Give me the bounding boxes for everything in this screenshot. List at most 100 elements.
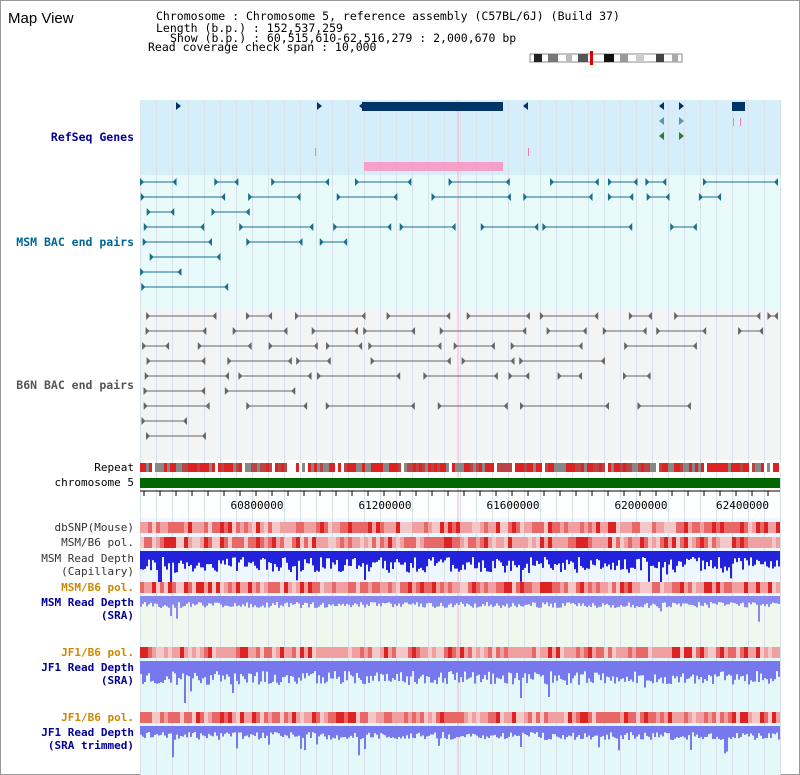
chromosome-bar[interactable] [140,478,780,488]
depth-bar [326,661,328,682]
heat-cell [392,582,396,593]
msm-depth-sra-track[interactable] [140,596,780,622]
depth-bar [506,661,508,684]
heat-cell [640,522,644,533]
depth-bar [754,726,756,740]
jf1-b6-pol-heat-strip-2[interactable] [140,712,780,723]
heat-cell [560,522,564,533]
bac-end-arrow [298,238,303,246]
depth-bar [490,726,492,736]
heat-cell [328,712,332,723]
depth-bar [766,551,768,567]
msm-bac-end-pairs[interactable] [140,178,778,291]
depth-bar [274,596,276,606]
jf1-b6-pol-heat-strip[interactable] [140,647,780,658]
repeat-segment [596,463,599,472]
jf1-depth-sra-track[interactable] [140,661,780,704]
heat-cell [700,537,704,548]
depth-bar [284,661,286,677]
depth-bar [366,596,368,605]
heat-cell [580,582,584,593]
depth-bar [244,726,246,737]
depth-bar [344,726,346,738]
msm-b6-pol-heat-strip-2[interactable] [140,582,780,593]
depth-bar [624,726,626,735]
depth-bar [232,726,234,733]
depth-bar [364,596,366,608]
depth-bar [394,551,396,563]
depth-bar [374,661,376,676]
depth-bar [752,596,754,603]
heat-cell [664,647,668,658]
depth-bar [222,661,224,676]
heat-cell [356,712,360,723]
heat-cell [264,537,268,548]
heat-cell [468,537,472,548]
depth-bar [202,661,204,679]
heat-cell [188,537,192,548]
heat-cell [440,647,444,658]
bac-end-arrow [628,223,633,231]
heat-cell [544,712,548,723]
heat-cell [412,522,416,533]
heat-cell [440,522,444,533]
heat-cell [304,582,308,593]
depth-bar [358,661,360,678]
heat-cell [736,522,740,533]
refseq-genes[interactable] [176,102,745,171]
heat-cell [244,647,248,658]
depth-bar [436,551,438,564]
repeat-segment [329,463,332,472]
bac-end-arrow [143,402,148,410]
chromosome-ideogram[interactable] [529,51,683,65]
depth-bar [456,551,458,569]
dbsnp-heat-strip[interactable] [140,522,780,533]
depth-bar [722,596,724,603]
depth-bar [198,551,200,563]
heat-cell [624,522,628,533]
repeat-segment [224,463,227,472]
depth-bar [196,661,198,676]
heat-cell [308,712,312,723]
repeat-segment [611,463,614,472]
depth-bar [524,596,526,606]
depth-bar [308,551,310,564]
depth-bar [574,596,576,605]
depth-bar [398,661,400,682]
bac-end-arrow [461,357,466,365]
depth-bar [168,596,170,608]
depth-bar [522,551,524,570]
jf1-depth-trim-track[interactable] [140,726,780,758]
msm-b6-pol-heat-strip[interactable] [140,537,780,548]
depth-bar [718,596,720,603]
heat-cell [596,522,600,533]
depth-bar [422,596,424,608]
bac-end-arrow [246,312,251,320]
depth-bar [596,551,598,559]
depth-bar [644,661,646,688]
heat-cell [332,582,336,593]
depth-bar [156,551,158,570]
repeat-segment [512,463,515,472]
repeat-track[interactable] [140,463,782,472]
depth-bar [766,596,768,605]
b6n-bac-end-pairs[interactable] [141,312,778,440]
depth-bar [602,661,604,674]
depth-bar [554,726,556,735]
depth-bar [532,596,534,603]
depth-bar [458,726,460,738]
heat-cell [220,582,224,593]
heat-cell [312,537,316,548]
heat-cell [604,647,608,658]
msm-depth-capillary-track[interactable] [140,551,780,591]
heat-cell [224,537,228,548]
heat-cell [656,647,660,658]
heat-cell [336,522,340,533]
repeat-segment [719,463,722,472]
depth-bar [152,661,154,681]
depth-bar [148,726,150,733]
bac-end-arrow [145,327,150,335]
depth-bar [592,661,594,683]
repeat-segment [620,463,623,472]
